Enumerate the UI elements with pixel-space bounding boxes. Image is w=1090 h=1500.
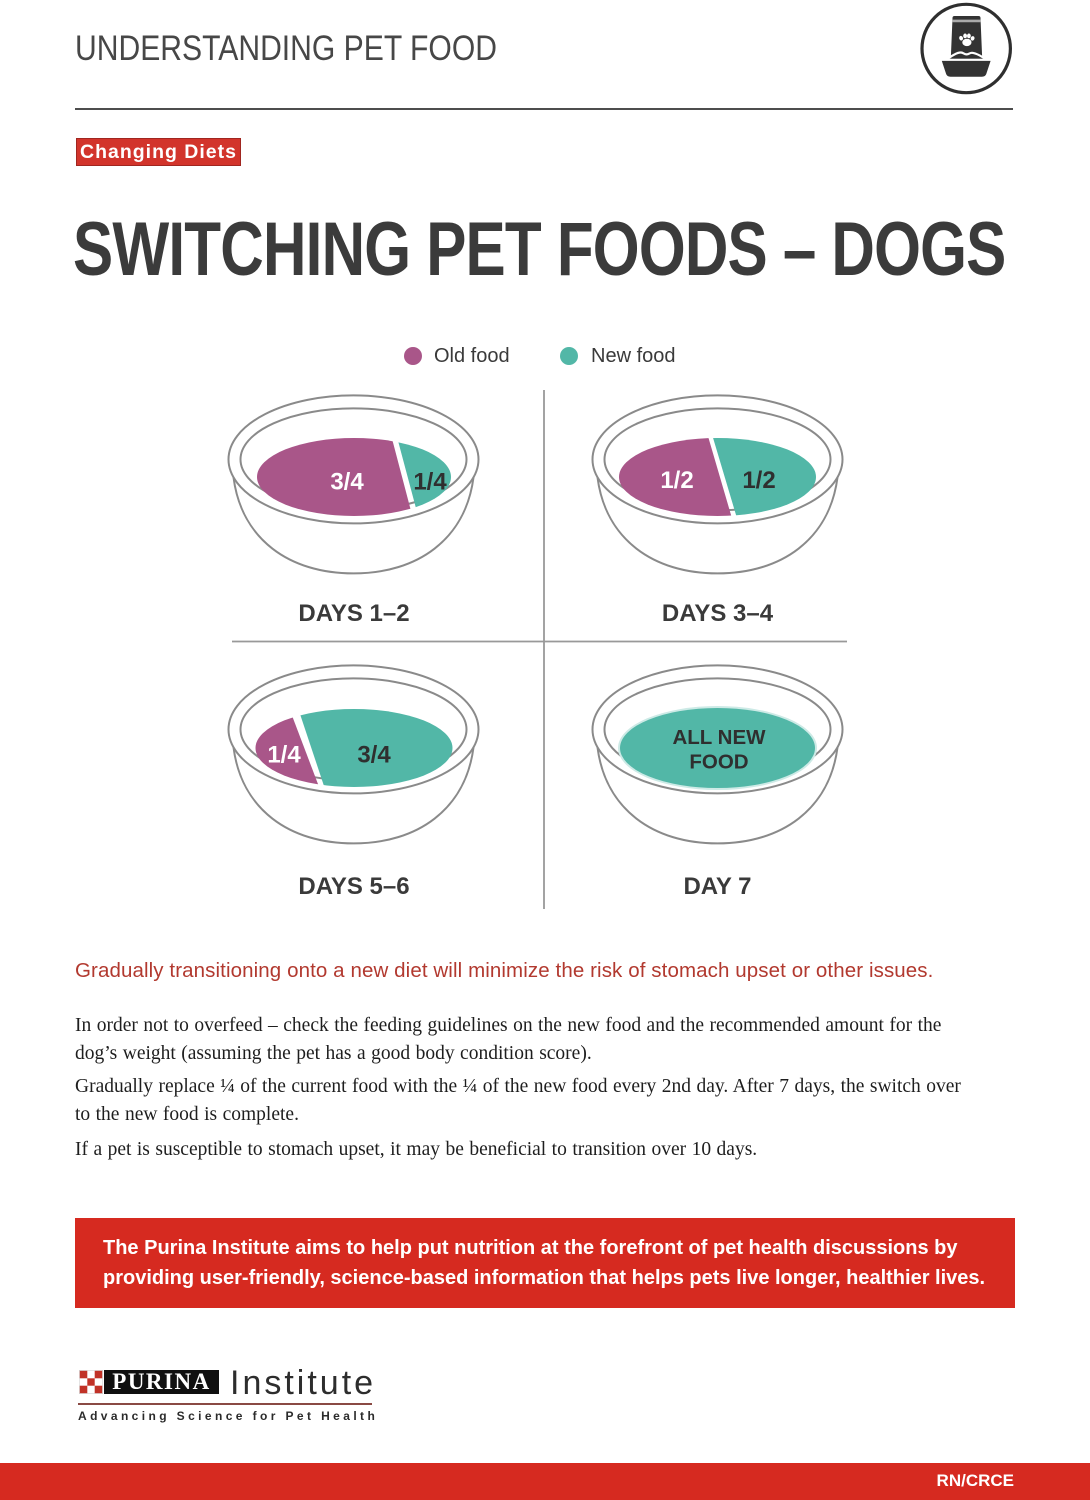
svg-text:DAYS 3–4: DAYS 3–4: [662, 600, 774, 627]
svg-text:DAYS 5–6: DAYS 5–6: [298, 873, 409, 900]
svg-text:ALL NEW: ALL NEW: [672, 726, 766, 749]
svg-text:1/2: 1/2: [742, 467, 775, 494]
svg-text:1/2: 1/2: [660, 467, 693, 494]
svg-text:3/4: 3/4: [357, 742, 391, 769]
svg-text:1/4: 1/4: [413, 469, 447, 496]
svg-text:DAYS 1–2: DAYS 1–2: [298, 600, 409, 627]
svg-text:1/4: 1/4: [267, 742, 301, 769]
svg-text:FOOD: FOOD: [689, 751, 748, 774]
svg-text:3/4: 3/4: [330, 469, 364, 496]
svg-text:DAY 7: DAY 7: [683, 873, 751, 900]
